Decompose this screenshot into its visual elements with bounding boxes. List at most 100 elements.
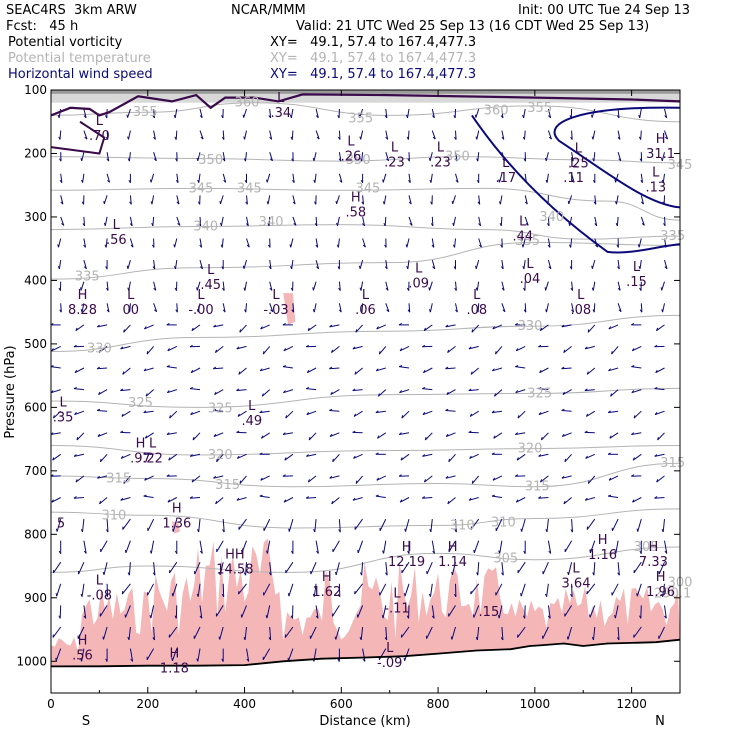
wind-vector-head [359,265,361,269]
wind-vector-head [105,115,108,119]
wind-vector [501,303,506,312]
wind-vector-head [500,266,504,270]
wind-vector [330,389,340,396]
wind-vector-head [360,158,363,162]
wind-vector-head [567,200,570,204]
wind-vector-head [102,636,104,640]
wind-vector [312,281,317,291]
wind-vector-head [84,136,88,140]
wind-vector-head [306,369,310,373]
wind-vector-head [213,324,217,328]
wind-vector-head [329,408,333,411]
extremum-value: .23 [384,156,405,171]
wind-vector-head [592,158,595,162]
wind-vector-head [500,115,504,119]
wind-vector-head [282,432,286,435]
extremum-kind: H [448,540,458,555]
theta-label: 335 [660,229,685,244]
wind-vector-head [362,244,366,248]
wind-vector [215,346,224,353]
wind-vector-head [500,637,504,641]
wind-vector [239,324,247,333]
wind-vector [169,561,178,574]
wind-vector-head [60,201,64,205]
wind-vector [399,366,410,369]
wind-vector [431,238,435,248]
wind-vector-head [58,550,62,554]
wind-vector [375,495,386,498]
theta-label: 355 [527,101,552,116]
wind-vector [267,195,271,205]
wind-vector [352,389,363,392]
wind-vector [615,540,619,554]
wind-vector-head [406,114,408,119]
wind-vector [329,432,340,437]
wind-vector [83,605,87,619]
wind-vector [244,626,247,640]
wind-vector-head [498,550,501,554]
wind-vector-head [566,636,569,640]
wind-vector-head [633,415,636,419]
wind-vector-head [315,244,319,248]
wind-vector-head [120,430,124,433]
wind-vector-head [123,480,125,484]
wind-vector [193,626,201,639]
wind-vector [77,626,85,639]
wind-vector-head [96,408,101,411]
wind-vector [399,389,410,394]
wind-vector [189,497,201,499]
wind-vector [658,626,665,639]
wind-vector [53,410,62,419]
wind-vector-head [260,435,264,439]
wind-vector-head [446,391,449,395]
wind-vector [261,389,271,397]
wind-vector-head [312,593,315,597]
wind-vector-head [523,287,526,291]
wind-vector-head [591,265,593,269]
wind-vector [546,519,549,533]
wind-vector-head [171,657,173,661]
theta-label: 315 [660,456,685,471]
wind-vector-head [75,479,78,483]
wind-vector [538,388,549,391]
wind-vector-head [384,637,388,641]
wind-vector-head [199,115,203,119]
wind-vector [75,475,85,483]
wind-vector-head [571,309,574,313]
wind-vector-head [358,114,361,118]
wind-vector [491,495,502,498]
wind-vector [145,389,154,397]
wind-vector-head [243,136,246,140]
wind-vector [547,216,550,226]
theta-contour-line [50,102,681,123]
wind-vector-head [592,572,595,576]
wind-vector-head [354,591,356,595]
wind-vector [561,475,572,479]
wind-vector-head [130,244,134,248]
wind-vector-head [407,550,410,554]
wind-vector [315,216,318,226]
wind-vector [406,238,410,248]
wind-vector [422,497,433,499]
x-tick-label: 0 [47,697,55,711]
wind-vector-head [312,287,314,291]
theta-label: 335 [75,270,100,285]
wind-vector [125,540,131,554]
wind-vector [540,475,549,483]
wind-vector [144,475,154,481]
wind-vector [639,260,642,270]
wind-vector-head [514,322,519,326]
extremum-kind: H [402,540,412,555]
wind-vector-head [432,266,436,270]
wind-vector [524,195,528,205]
wind-vector [190,388,201,391]
wind-vector [385,108,388,119]
wind-vector [266,173,271,183]
wind-vector-head [81,201,85,205]
wind-vector [269,260,272,270]
wind-vector [611,583,619,596]
wind-vector-head [57,244,59,248]
wind-vector-head [475,287,478,291]
center-name: NCAR/MMM [231,3,306,18]
wind-vector-head [563,500,566,505]
